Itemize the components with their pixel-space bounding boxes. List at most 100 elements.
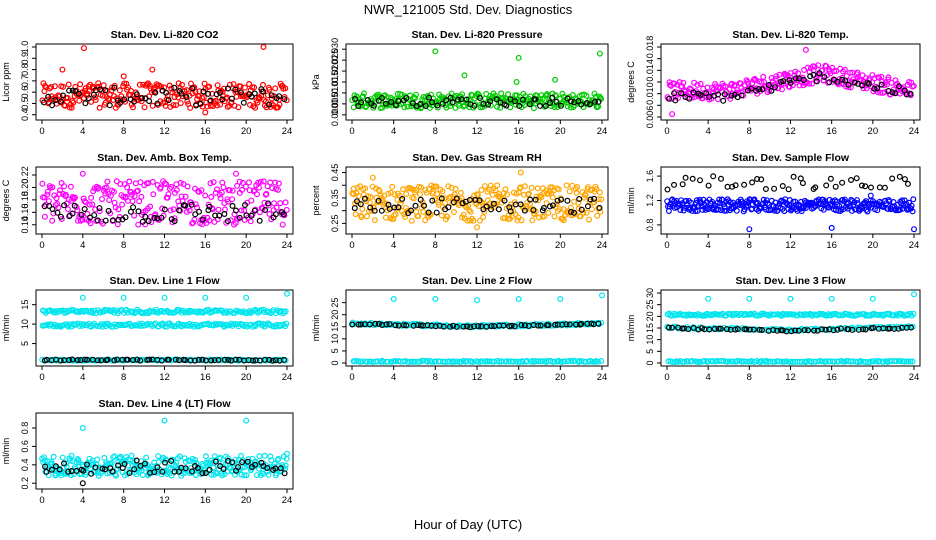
- data-point: [566, 321, 573, 328]
- data-point: [190, 219, 197, 226]
- data-point: [171, 218, 178, 225]
- data-point: [388, 98, 395, 105]
- data-point: [378, 207, 385, 214]
- data-point: [72, 87, 79, 94]
- data-point: [847, 69, 854, 76]
- data-point: [779, 327, 786, 334]
- data-point: [65, 81, 72, 88]
- series-samples-upper: [664, 291, 917, 319]
- data-point: [247, 218, 254, 225]
- x-tick-label: 16: [513, 240, 524, 251]
- data-point: [281, 356, 288, 363]
- y-tick-label: 0.14: [20, 216, 30, 234]
- data-point: [721, 91, 728, 98]
- data-point: [134, 187, 141, 194]
- data-point: [129, 198, 136, 205]
- data-point: [552, 321, 559, 328]
- y-tick-label: 0.020: [330, 60, 340, 83]
- series-samples: [349, 169, 605, 231]
- data-point: [447, 323, 454, 330]
- y-tick-label: 0.16: [20, 204, 30, 222]
- data-point: [111, 199, 118, 206]
- data-point: [467, 208, 474, 215]
- data-point: [166, 82, 173, 89]
- data-point: [545, 209, 552, 216]
- data-point: [141, 460, 148, 467]
- data-point: [404, 103, 411, 110]
- data-point: [521, 183, 528, 190]
- y-tick-label: 1.0: [20, 41, 30, 54]
- x-tick-label: 12: [472, 126, 483, 137]
- data-point: [355, 102, 362, 109]
- data-point: [359, 206, 366, 213]
- data-point: [165, 191, 172, 198]
- data-point: [717, 325, 724, 332]
- data-point: [63, 460, 70, 467]
- x-tick-label: 20: [868, 126, 879, 137]
- data-point: [84, 356, 91, 363]
- data-point: [350, 191, 357, 198]
- data-point: [666, 95, 673, 102]
- data-point: [833, 198, 840, 205]
- chart-title: Stan. Dev. Sample Flow: [732, 152, 850, 164]
- data-point: [131, 193, 138, 200]
- data-point: [402, 205, 409, 212]
- data-point: [282, 462, 289, 469]
- data-point: [429, 99, 436, 106]
- data-point: [591, 90, 598, 97]
- data-point: [771, 185, 778, 192]
- data-point: [717, 207, 724, 214]
- data-point: [182, 193, 189, 200]
- data-point: [669, 324, 676, 331]
- outlier-point: [79, 170, 86, 177]
- data-point: [224, 455, 231, 462]
- data-point: [254, 191, 261, 198]
- data-point: [421, 202, 428, 209]
- data-point: [199, 356, 206, 363]
- data-point: [40, 454, 47, 461]
- data-point: [199, 216, 206, 223]
- data-point: [573, 189, 580, 196]
- data-point: [131, 98, 138, 105]
- outlier-point: [284, 290, 291, 297]
- data-point: [815, 62, 822, 69]
- data-point: [161, 84, 168, 91]
- outlier-point: [867, 192, 874, 199]
- chart-panel-2: Stan. Dev. Li-820 Pressure kPa 0 4 8 12 16 20 24…: [311, 29, 609, 137]
- data-point: [730, 310, 737, 317]
- x-tick-label: 16: [826, 372, 837, 383]
- data-point: [240, 99, 247, 106]
- data-point: [818, 358, 825, 365]
- data-point: [80, 467, 87, 474]
- data-point: [170, 102, 177, 109]
- data-point: [217, 463, 224, 470]
- data-point: [738, 92, 745, 99]
- data-point: [553, 98, 560, 105]
- data-point: [470, 217, 477, 224]
- data-point: [164, 194, 171, 201]
- x-tick-label: 8: [121, 372, 126, 383]
- data-point: [248, 212, 255, 219]
- data-point: [792, 198, 799, 205]
- data-point: [559, 90, 566, 97]
- data-point: [429, 197, 436, 204]
- data-point: [143, 454, 150, 461]
- x-tick-label: 0: [349, 240, 354, 251]
- data-point: [521, 322, 528, 329]
- data-point: [56, 466, 63, 473]
- data-point: [521, 207, 528, 214]
- data-point: [239, 179, 246, 186]
- y-tick-label: 0.014: [645, 59, 655, 82]
- data-point: [538, 194, 545, 201]
- data-point: [539, 358, 546, 365]
- data-point: [765, 81, 772, 88]
- data-point: [48, 102, 55, 109]
- data-point: [705, 182, 712, 189]
- data-point: [170, 206, 177, 213]
- x-tick-label: 0: [349, 372, 354, 383]
- data-point: [495, 206, 502, 213]
- y-tick-label: 0.6: [20, 440, 30, 453]
- data-point: [471, 102, 478, 109]
- data-point: [88, 470, 95, 477]
- data-point: [774, 327, 781, 334]
